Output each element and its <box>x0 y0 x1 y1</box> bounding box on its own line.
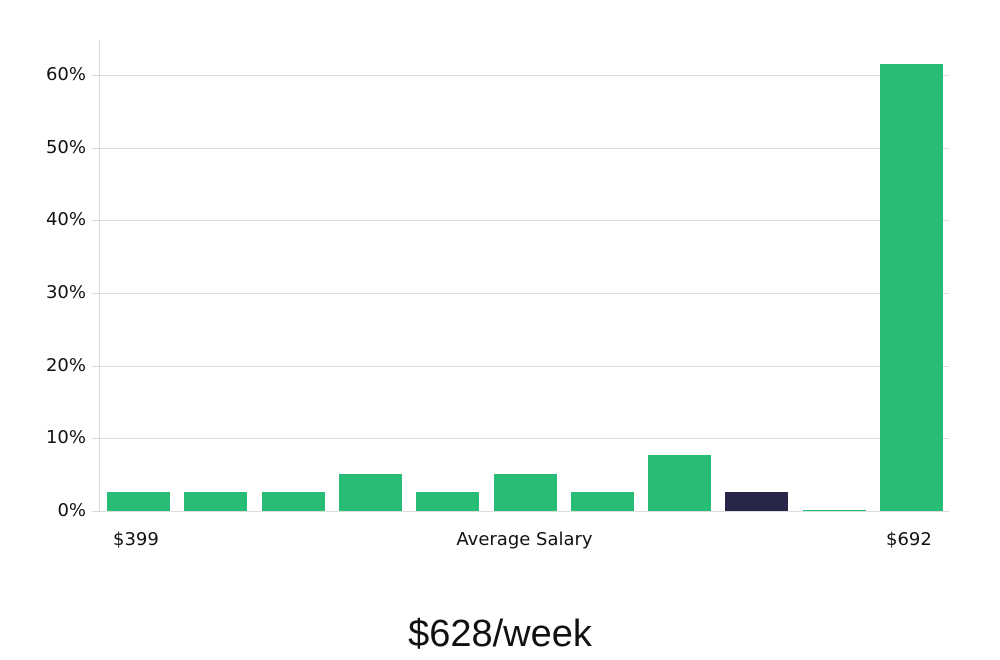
gridline <box>92 438 949 439</box>
histogram-bar <box>262 492 325 511</box>
average-salary-value: $628/week <box>408 613 592 655</box>
histogram-bar <box>494 474 557 511</box>
y-tick-label: 60% <box>45 64 86 85</box>
y-tick-label: 10% <box>45 427 86 448</box>
histogram-bar <box>880 64 943 511</box>
histogram-bar <box>648 455 711 511</box>
gridline <box>92 366 949 367</box>
gridline <box>92 511 949 512</box>
histogram-bar <box>416 492 479 511</box>
histogram-bar <box>339 474 402 511</box>
salary-histogram: 0% 10% 20% 30% 40% 50% 60% $399 Average Salary… <box>45 40 949 550</box>
x-axis-title: Average Salary <box>456 529 593 550</box>
y-tick-label: 30% <box>45 282 86 303</box>
gridline <box>92 293 949 294</box>
gridline <box>92 75 949 76</box>
x-max-label: $692 <box>886 529 932 550</box>
histogram-bar <box>107 492 170 511</box>
x-min-label: $399 <box>113 529 159 550</box>
gridline <box>92 220 949 221</box>
y-axis-line <box>99 40 100 512</box>
histogram-bar <box>184 492 247 511</box>
histogram-bar <box>803 510 866 511</box>
histogram-bar <box>571 492 634 511</box>
y-tick-label: 0% <box>57 500 86 521</box>
y-tick-label: 20% <box>45 355 86 376</box>
gridline <box>92 148 949 149</box>
y-tick-label: 40% <box>45 209 86 230</box>
y-tick-label: 50% <box>45 137 86 158</box>
highlighted-bar <box>725 492 788 511</box>
